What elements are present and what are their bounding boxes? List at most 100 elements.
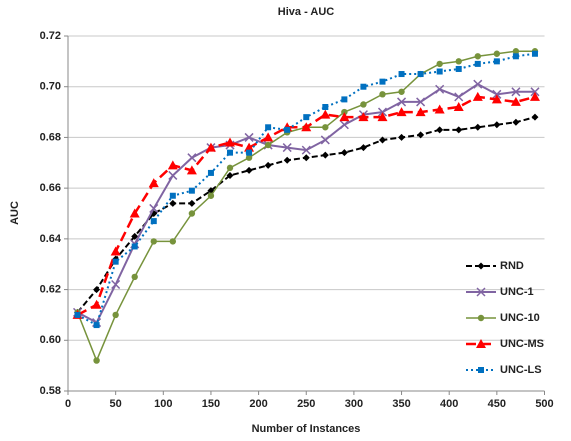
marker — [186, 165, 197, 175]
marker — [246, 149, 253, 156]
y-tick-label: 0.70 — [40, 81, 61, 93]
marker — [169, 238, 177, 245]
marker — [434, 104, 445, 114]
x-tick-label: 500 — [535, 398, 553, 410]
marker — [244, 142, 255, 152]
marker — [491, 94, 502, 104]
series-line — [77, 52, 536, 327]
legend-item: RND — [466, 260, 524, 272]
marker — [510, 96, 521, 106]
y-tick-label: 0.66 — [40, 182, 61, 194]
y-tick-label: 0.62 — [40, 283, 61, 295]
marker — [531, 113, 539, 121]
marker — [339, 112, 350, 122]
x-axis-label: Number of Instances — [252, 423, 361, 435]
marker — [360, 83, 367, 90]
marker — [187, 153, 197, 163]
x-tick-label: 450 — [488, 398, 506, 410]
marker — [205, 142, 216, 152]
marker — [188, 199, 196, 207]
marker — [455, 126, 463, 134]
marker — [226, 171, 234, 179]
marker — [531, 50, 538, 57]
marker — [436, 68, 443, 75]
marker — [377, 112, 388, 122]
marker — [512, 118, 520, 126]
marker — [455, 58, 462, 65]
y-tick-label: 0.72 — [40, 30, 61, 42]
marker — [169, 192, 176, 199]
marker — [436, 126, 444, 134]
marker — [512, 48, 520, 55]
marker — [493, 50, 501, 57]
marker — [131, 243, 138, 250]
marker — [150, 238, 157, 245]
legend-item: UNC-10 — [466, 312, 540, 324]
marker — [398, 88, 405, 95]
series — [74, 50, 538, 329]
marker — [284, 126, 291, 133]
legend-marker — [476, 339, 486, 348]
x-tick-label: 100 — [154, 398, 172, 410]
marker — [131, 273, 138, 281]
marker — [129, 208, 140, 218]
marker — [91, 299, 102, 309]
legend-item: UNC-1 — [466, 286, 534, 298]
x-tick-label: 400 — [440, 398, 458, 410]
marker — [512, 53, 519, 60]
marker — [149, 203, 159, 213]
marker — [398, 133, 406, 141]
marker — [415, 107, 426, 117]
y-tick-label: 0.58 — [40, 385, 61, 397]
marker — [244, 132, 254, 142]
marker — [245, 154, 253, 161]
marker — [74, 311, 81, 318]
marker — [341, 96, 348, 103]
x-tick-label: 300 — [345, 398, 363, 410]
marker — [148, 178, 159, 188]
marker — [378, 136, 386, 144]
marker — [379, 91, 386, 98]
y-tick-label: 0.60 — [40, 334, 61, 346]
marker — [472, 91, 483, 101]
marker — [341, 108, 348, 116]
legend-marker — [476, 287, 486, 297]
marker — [396, 107, 407, 117]
y-tick-label: 0.64 — [40, 233, 62, 245]
marker — [225, 137, 236, 147]
legend-marker — [477, 262, 485, 270]
marker — [339, 120, 349, 130]
x-tick-label: 50 — [110, 398, 122, 410]
marker — [110, 246, 121, 256]
marker — [493, 58, 500, 65]
legend-marker — [477, 314, 485, 322]
marker — [322, 124, 329, 131]
marker — [169, 199, 177, 207]
marker — [360, 101, 367, 108]
x-tick-label: 350 — [392, 398, 410, 410]
marker — [245, 166, 253, 174]
marker — [301, 145, 311, 155]
legend-marker — [478, 367, 484, 373]
marker — [453, 102, 464, 111]
marker — [474, 53, 481, 60]
marker — [282, 143, 292, 153]
marker — [473, 79, 483, 89]
marker — [321, 151, 329, 159]
marker — [150, 218, 157, 225]
marker — [358, 112, 369, 122]
marker — [168, 170, 178, 180]
legend-label: UNC-1 — [500, 286, 534, 298]
y-axis-label: AUC — [9, 201, 21, 225]
marker — [377, 107, 388, 117]
marker — [340, 149, 348, 157]
legend-label: RND — [500, 260, 524, 272]
marker — [320, 135, 330, 145]
legend-item: UNC-LS — [466, 364, 542, 376]
marker — [112, 311, 119, 319]
series-line — [76, 116, 536, 314]
marker — [530, 87, 540, 97]
marker — [93, 286, 101, 294]
marker — [416, 97, 426, 107]
